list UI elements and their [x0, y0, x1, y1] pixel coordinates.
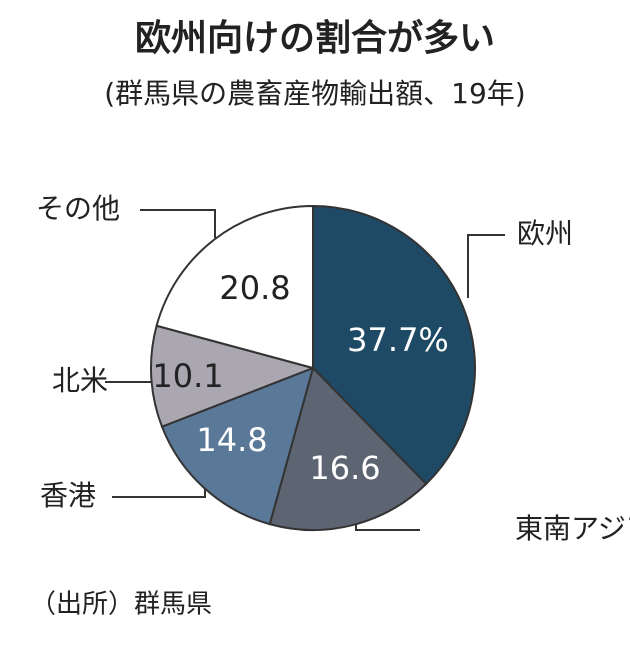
pie-slice: [155, 204, 314, 370]
data-label: 37.7%: [347, 321, 449, 359]
category-label: 北米: [52, 364, 108, 397]
chart-title: 欧州向けの割合が多い: [135, 18, 495, 59]
data-label: 20.8: [219, 269, 290, 307]
pie-slice: [160, 366, 315, 526]
leader-line: [140, 209, 216, 238]
pie-slice: [150, 324, 317, 428]
pie-slice: [268, 366, 428, 531]
source: （出所）群馬県: [30, 590, 212, 620]
data-label: 14.8: [196, 421, 267, 459]
leader-line: [467, 234, 505, 298]
category-label: 欧州: [517, 217, 573, 250]
leader-line: [112, 485, 206, 498]
data-label: 10.1: [152, 357, 223, 395]
data-label: 16.6: [309, 449, 380, 487]
chart-subtitle: (群馬県の農畜産物輸出額、19年): [104, 77, 525, 110]
category-label: 香港: [40, 479, 96, 512]
category-label: その他: [36, 192, 120, 225]
category-label: 東南アジア: [515, 512, 630, 545]
pie-slice: [312, 204, 476, 486]
